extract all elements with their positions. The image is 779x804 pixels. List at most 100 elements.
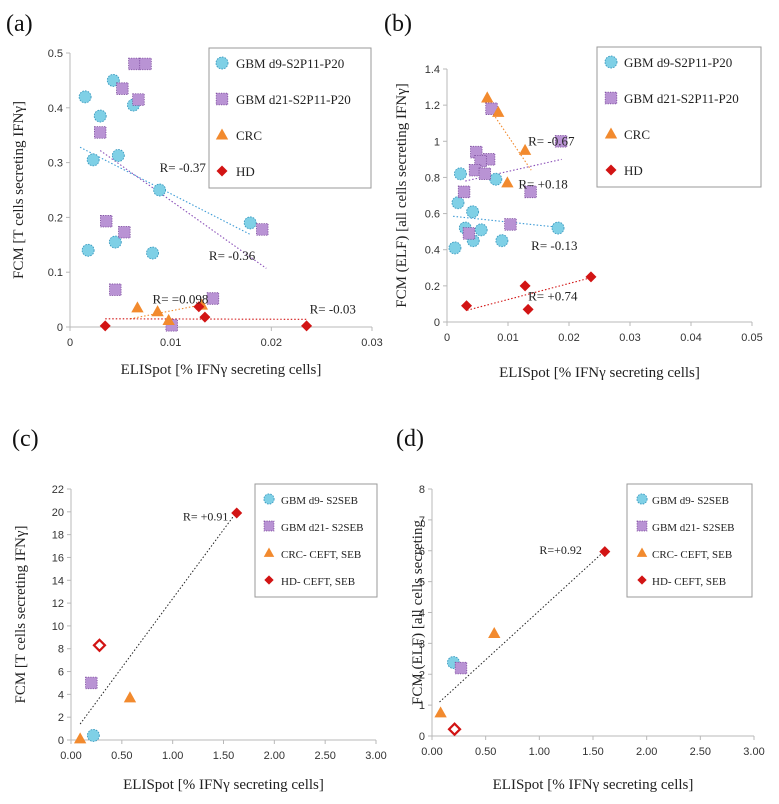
panel-b-correlation-label: R= +0.74 xyxy=(528,289,578,304)
panel-c-legend-label: GBM d9- S2SEB xyxy=(281,495,358,507)
panel-d-xtick-label: 3.00 xyxy=(743,746,764,758)
panel-d-ytick-label: 8 xyxy=(419,484,425,496)
panel-b-point-gbm_d9 xyxy=(551,221,565,235)
panel-c-xtick-label: 0.50 xyxy=(111,750,132,762)
panel-d-ytick-label: 3 xyxy=(419,638,425,650)
panel-d-x-axis-label: ELISpot [% IFNγ secreting cells] xyxy=(493,777,694,793)
panel-a-point-gbm_d21 xyxy=(206,292,220,305)
panel-c-trendline-all xyxy=(79,511,238,725)
panel-b-legend-label: CRC xyxy=(624,127,650,142)
panel-a-trendline-gbm_d9 xyxy=(79,146,252,236)
panel-c-xtick-label: 1.50 xyxy=(213,750,234,762)
panel-a-x-axis-label: ELISpot [% IFNγ secreting cells] xyxy=(121,362,322,378)
panel-d-ytick-label: 0 xyxy=(419,731,425,743)
panel-b-point-gbm_d21 xyxy=(504,218,517,231)
panel-b-legend-marker-gbm_d21 xyxy=(604,91,618,105)
panel-b-xtick-label: 0 xyxy=(444,332,450,344)
panel-d-xtick-label: 1.50 xyxy=(582,746,603,758)
panel-c-ytick-label: 8 xyxy=(58,644,64,656)
panel-a-xtick-label: 0.01 xyxy=(160,337,181,349)
panel-c-legend-marker-gbm_d9 xyxy=(263,493,275,505)
panel-a-correlation-label: R= -0.36 xyxy=(209,248,256,263)
panel-c-ytick-label: 2 xyxy=(58,712,64,724)
panel-b-label: (b) xyxy=(384,11,412,37)
panel-c-point-hd xyxy=(231,507,243,519)
panel-d-ytick-label: 4 xyxy=(419,608,425,620)
panel-b-xtick-label: 0.01 xyxy=(497,332,518,344)
panel-b-ytick-label: 0 xyxy=(434,317,440,329)
panel-b-legend-label: HD xyxy=(624,163,643,178)
panel-d-legend-box xyxy=(626,483,753,598)
panel-d-ytick-label: 1 xyxy=(419,700,425,712)
panel-b-point-hd xyxy=(522,303,534,315)
panel-a-legend-marker-gbm_d21 xyxy=(215,92,229,106)
panel-a-point-crc xyxy=(131,301,144,313)
panel-d-xtick-label: 0.00 xyxy=(421,746,442,758)
panel-c-y-axis-label: FCM [T cells secreting IFNγ] xyxy=(13,526,29,704)
panel-a-xtick-label: 0.03 xyxy=(361,337,382,349)
panel-b-legend-marker-crc xyxy=(604,127,618,139)
panel-b-point-gbm_d9 xyxy=(453,167,467,181)
panel-a-correlation-label: R= =0.098 xyxy=(153,292,209,307)
panel-a-legend-marker-hd xyxy=(216,165,228,177)
panel-a-point-gbm_d21 xyxy=(139,57,152,71)
panel-b-ytick-label: 1.4 xyxy=(425,64,440,76)
panel-c-point-hd xyxy=(92,638,107,653)
panel-d-legend-label: GBM d21- S2SEB xyxy=(652,522,735,534)
panel-c-legend-marker-crc xyxy=(263,547,275,557)
panel-a-point-gbm_d9 xyxy=(86,153,100,167)
panel-b-xtick-label: 0.03 xyxy=(619,332,640,344)
panel-b-point-crc xyxy=(492,105,505,117)
panel-a-point-gbm_d21 xyxy=(94,126,107,139)
panel-b-ytick-label: 0.2 xyxy=(425,281,440,293)
panel-c-legend-label: CRC- CEFT, SEB xyxy=(281,549,361,561)
panel-b-legend-label: GBM d9-S2P11-P20 xyxy=(624,55,732,70)
panel-a-ytick-label: 0.1 xyxy=(48,267,63,279)
panel-d-point-gbm_d21 xyxy=(454,661,468,675)
panel-d-ytick-label: 6 xyxy=(419,546,425,558)
panel-a-point-gbm_d21 xyxy=(118,225,131,239)
panel-a-point-gbm_d21 xyxy=(128,57,141,71)
panel-d-legend-label: GBM d9- S2SEB xyxy=(652,495,729,507)
panel-d-xtick-label: 0.50 xyxy=(475,746,496,758)
panel-d-legend-marker-gbm_d9 xyxy=(636,493,648,505)
panel-b-point-hd xyxy=(585,271,597,283)
panel-b-chart: (b) 0 0.2 0.4 0.6 0.8 1 1.2 1.4 0 0.01 0.02 0.03 0.04… xyxy=(384,11,763,381)
panel-c-x-axis-label: ELISpot [% IFNγ secreting cells] xyxy=(123,777,324,793)
panel-c-xtick-label: 1.00 xyxy=(162,750,183,762)
panel-a-legend-label: CRC xyxy=(236,128,262,143)
panel-c-ytick-label: 14 xyxy=(52,575,64,587)
panel-c-xtick-label: 3.00 xyxy=(365,750,386,762)
panel-a-point-gbm_d9 xyxy=(108,235,122,249)
panel-b-point-gbm_d21 xyxy=(462,227,476,240)
panel-d-xtick-label: 2.00 xyxy=(636,746,657,758)
panel-a-point-crc xyxy=(151,305,164,317)
panel-d-label: (d) xyxy=(396,426,424,452)
panel-b-point-gbm_d9 xyxy=(495,234,509,248)
panel-a-point-gbm_d9 xyxy=(153,183,167,197)
panel-c-legend-marker-hd xyxy=(264,575,274,585)
panel-c-xtick-label: 2.50 xyxy=(314,750,335,762)
panel-c-legend-label: GBM d21- S2SEB xyxy=(281,522,364,534)
panel-a-xtick-label: 0 xyxy=(67,337,73,349)
panel-b-point-hd xyxy=(519,280,531,292)
panel-a-point-hd xyxy=(199,311,211,323)
panel-a-point-hd xyxy=(301,320,313,332)
panel-d-trendline-all xyxy=(439,550,606,703)
panel-b-point-crc xyxy=(501,176,514,188)
panel-b-point-gbm_d9 xyxy=(451,196,465,210)
panel-d-point-hd xyxy=(599,546,611,558)
panel-a-point-gbm_d9 xyxy=(111,149,125,162)
panel-b-point-gbm_d21 xyxy=(478,167,492,181)
panel-c-chart: (c) 0 2 4 6 8 10 12 14 16 18 20 22 0.00 0.50 1.00 1.50 2.… xyxy=(12,426,387,793)
panel-b-legend-box xyxy=(596,46,762,188)
panel-c-ytick-label: 6 xyxy=(58,667,64,679)
panel-d-chart: (d) 0 1 2 3 4 5 6 7 8 0.00 0.50 1.00 1.50 2.00 2.50 3.00… xyxy=(396,426,765,793)
panel-a-legend-label: GBM d21-S2P11-P20 xyxy=(236,92,351,107)
panel-c-ytick-label: 16 xyxy=(52,552,64,564)
panel-b-trendline-gbm_d21 xyxy=(465,158,562,182)
panel-b-point-crc xyxy=(481,91,494,103)
panel-b-point-gbm_d21 xyxy=(554,135,568,148)
panel-d-xtick-label: 2.50 xyxy=(690,746,711,758)
panel-d-point-crc xyxy=(434,706,447,718)
